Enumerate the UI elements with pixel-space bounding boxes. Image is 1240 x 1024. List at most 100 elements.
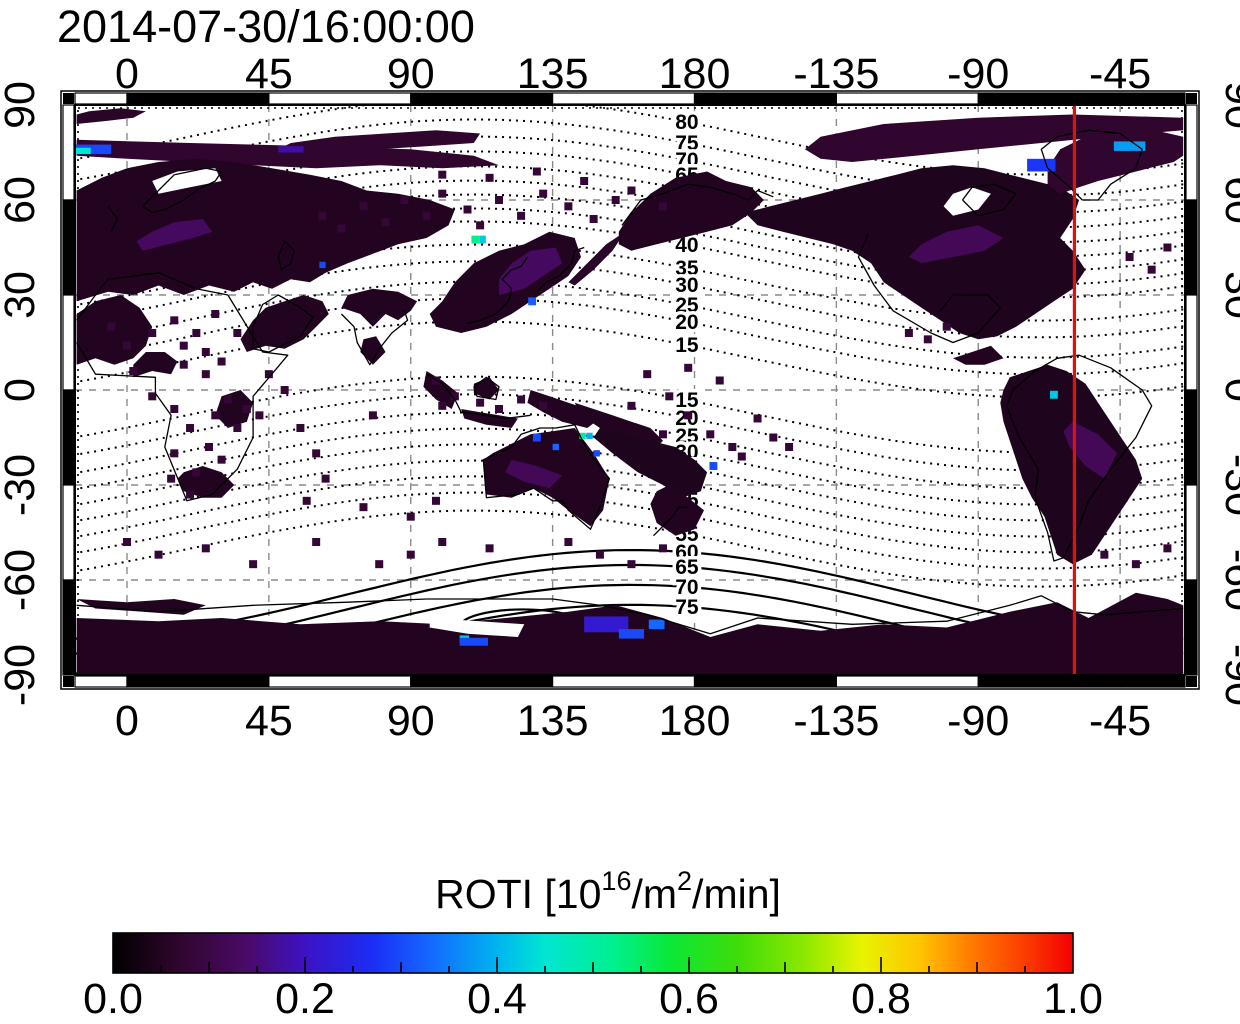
scatter-square <box>337 224 346 233</box>
scatter-square <box>564 202 573 211</box>
scatter-square <box>785 443 794 452</box>
scatter-square <box>192 328 201 337</box>
y-axis-left-label: -30 <box>0 454 44 516</box>
coverage-blob-scandinavia-white-gap <box>152 168 222 194</box>
coverage-blob-india-south <box>360 336 386 365</box>
coverage-blob-south-africa <box>177 466 235 498</box>
scatter-square <box>1147 265 1156 274</box>
coverage-blob-hudson-white-gap <box>943 187 991 216</box>
magnetic-contour-label: 75 <box>675 596 699 619</box>
frame-band-segment-bottom <box>835 675 979 688</box>
scatter-square <box>381 218 390 227</box>
axis-labels: 0 0 45 45 90 90 135 135 180 180 -135 -135 -90 -90 -45 -… <box>0 50 1240 745</box>
scatter-square <box>438 189 447 198</box>
scatter-square <box>564 538 573 547</box>
magnetic-contour-label: 65 <box>675 556 699 579</box>
scatter-square <box>942 322 951 331</box>
magnetic-contour-label: 75 <box>675 132 699 155</box>
scatter-square <box>318 211 327 220</box>
magnetic-contour <box>75 509 1184 588</box>
scatter-square <box>148 328 157 337</box>
scatter-square <box>192 468 201 477</box>
scatter-square <box>321 474 330 483</box>
scatter-square <box>769 433 778 442</box>
y-axis-right-label: 0 <box>1216 378 1240 402</box>
scatter-square <box>186 490 195 499</box>
coverage-blob-japan-kuril-arc <box>568 231 626 286</box>
scatter-square <box>532 167 541 176</box>
y-axis-right-label: -90 <box>1216 644 1240 706</box>
frame-band-segment-bottom <box>977 675 1121 688</box>
hotspot-antarctica-blue-strip <box>459 637 488 646</box>
scatter-square <box>422 211 431 220</box>
magnetic-contour-label: 80 <box>675 111 698 134</box>
scatter-square <box>211 411 220 420</box>
frame-band-segment-left <box>62 389 75 486</box>
y-axis-left-label: -60 <box>0 549 44 611</box>
scatter-square <box>643 370 652 379</box>
frame-band-segment-left <box>62 484 75 581</box>
frame-band-segment-bottom <box>1119 675 1186 688</box>
magnetic-contour <box>75 491 1184 570</box>
coastline-antarctica-coast <box>76 595 1184 635</box>
scatter-square <box>359 202 368 211</box>
scatter-square <box>1163 243 1172 252</box>
coverage-blob-kamchatka-bering-mass <box>618 171 764 251</box>
frame-band-segment-right <box>1185 104 1198 201</box>
scatter-square <box>438 538 447 547</box>
scatter-square <box>406 512 415 521</box>
scatter-square <box>359 503 368 512</box>
magnetic-contour-label: 15 <box>675 334 699 357</box>
coverage-blob-top-mid-band <box>278 130 481 156</box>
frame-band-segment-bottom <box>126 675 270 688</box>
scatter-square <box>904 328 913 337</box>
scatter-square <box>517 211 526 220</box>
x-axis-bottom-label: 0 <box>115 697 139 745</box>
coastline-china-coast <box>467 256 528 325</box>
scatter-square <box>539 189 548 198</box>
scatter-square <box>1163 544 1172 553</box>
scatter-square <box>580 176 589 185</box>
scatter-square <box>204 443 213 452</box>
x-axis-top-label: -135 <box>793 50 879 98</box>
scatter-square <box>611 195 620 204</box>
scatter-square <box>179 341 188 350</box>
hotspot-coral-sea-green <box>579 432 586 440</box>
frame-corner <box>1186 676 1197 687</box>
scatter-square <box>737 452 746 461</box>
coverage-blob-australia-glow <box>505 459 563 489</box>
scatter-square <box>217 357 226 366</box>
x-axis-top-label: 0 <box>115 50 139 98</box>
scatter-square <box>495 195 504 204</box>
scatter-square <box>255 411 264 420</box>
scatter-square <box>375 560 384 569</box>
hotspot-siberia-green-pixel <box>471 235 480 244</box>
scatter-square <box>431 496 440 505</box>
scatter-square <box>201 347 210 356</box>
scatter-square <box>658 202 667 211</box>
scatter-square <box>154 550 163 559</box>
scatter-square <box>186 424 195 433</box>
y-axis-left-label: 90 <box>0 81 44 129</box>
coastline-indonesia-arc <box>426 373 531 420</box>
magnetic-contour-label: 70 <box>675 149 698 172</box>
coastline-hudson-bay <box>961 183 1017 217</box>
scatter-square <box>438 170 447 179</box>
magnetic-contour <box>75 193 1184 272</box>
map-frame <box>60 90 1200 690</box>
x-axis-top-label: -45 <box>1089 50 1151 98</box>
magnetic-contour-label: 20 <box>675 311 698 334</box>
y-axis-left-label: 60 <box>0 176 44 224</box>
x-axis-bottom-label: -45 <box>1089 697 1151 745</box>
scatter-square <box>233 424 242 433</box>
coverage-blob-melanesia-mass <box>593 428 708 498</box>
scatter-square <box>223 395 232 404</box>
y-axis-left-label: 0 <box>0 378 44 402</box>
scatter-square <box>123 538 131 547</box>
scatter-square <box>368 411 377 420</box>
magnetic-contour <box>75 475 1184 554</box>
scatter-square <box>706 430 715 439</box>
coverage-blob-top-left-stub <box>76 108 146 124</box>
scatter-square <box>539 401 548 410</box>
